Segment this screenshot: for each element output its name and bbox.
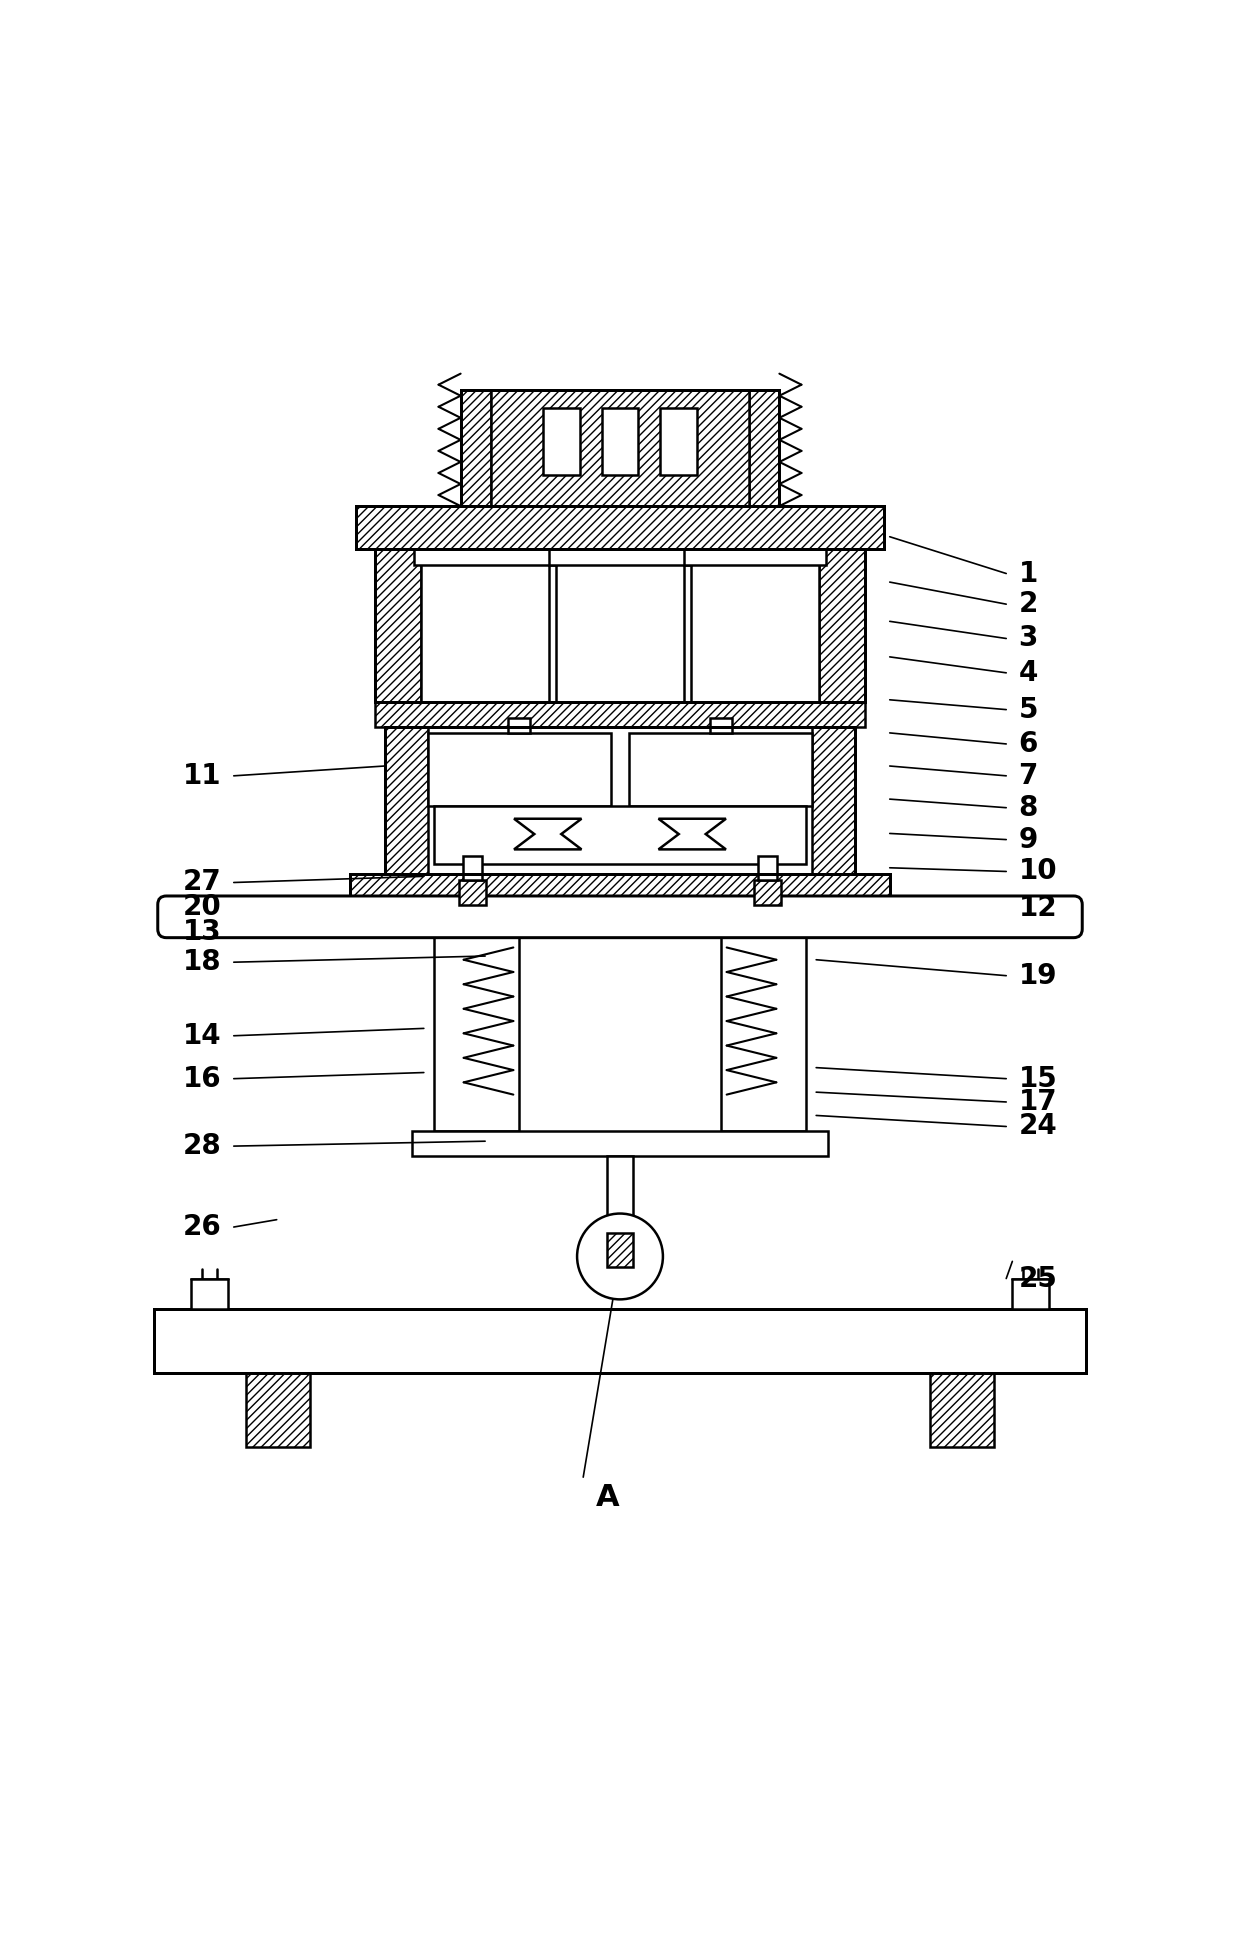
Bar [412,1131,828,1157]
Bar [629,733,812,807]
Text: 18: 18 [182,949,222,976]
Text: 20: 20 [182,892,222,921]
Text: 17: 17 [1018,1089,1058,1116]
FancyBboxPatch shape [157,896,1083,937]
Circle shape [577,1213,663,1299]
Bar [191,1279,228,1308]
Bar [691,548,818,702]
Bar [460,389,491,505]
Bar [543,408,579,476]
Text: 12: 12 [1018,894,1058,921]
Bar [374,548,866,702]
Bar [557,548,683,702]
Bar [154,1308,1086,1372]
Bar [374,548,422,702]
Bar [434,929,520,1131]
Text: 19: 19 [1018,962,1056,989]
Bar [491,389,749,505]
Text: 27: 27 [182,869,222,896]
Bar [709,717,732,733]
Bar [464,855,482,881]
Bar [930,1372,994,1446]
Text: 10: 10 [1018,857,1058,885]
Bar [508,717,531,733]
Bar [758,855,776,881]
Text: 16: 16 [182,1065,222,1093]
Text: 15: 15 [1018,1065,1058,1093]
Text: 1: 1 [1018,560,1038,587]
Text: 6: 6 [1018,729,1038,758]
Polygon shape [658,818,725,850]
Bar [414,548,557,566]
Bar [606,1232,634,1267]
Text: 3: 3 [1018,624,1038,653]
Bar [749,389,780,505]
Text: 14: 14 [182,1023,222,1050]
Bar [601,408,639,476]
Bar [1012,1279,1049,1308]
Text: 24: 24 [1018,1112,1058,1141]
Text: A: A [596,1483,620,1512]
Text: 8: 8 [1018,793,1038,822]
Bar [350,875,890,904]
Bar [459,881,486,904]
Text: 9: 9 [1018,826,1038,853]
Bar [754,881,781,904]
Bar [818,548,866,702]
Text: 11: 11 [184,762,222,789]
Bar [683,548,826,566]
Bar [374,702,866,727]
Text: 13: 13 [182,918,222,945]
Bar [356,505,884,548]
Text: 5: 5 [1018,696,1038,723]
Bar [384,727,428,875]
Text: 7: 7 [1018,762,1038,789]
Bar [246,1372,310,1446]
Text: 2: 2 [1018,591,1038,618]
Bar [812,727,856,875]
Bar [606,1157,634,1223]
Bar [350,875,890,904]
Text: 4: 4 [1018,659,1038,686]
Text: 26: 26 [182,1213,222,1240]
Bar [384,727,856,875]
Bar [434,807,806,863]
Polygon shape [515,818,582,850]
Bar [460,389,780,505]
Bar [422,548,549,702]
Bar [422,548,818,702]
Text: 25: 25 [1018,1264,1058,1293]
Text: 28: 28 [182,1131,222,1161]
Bar [356,505,884,548]
Bar [428,733,611,807]
Bar [720,929,806,1131]
Bar [661,408,697,476]
Bar [154,1308,1086,1372]
Bar [549,548,691,566]
